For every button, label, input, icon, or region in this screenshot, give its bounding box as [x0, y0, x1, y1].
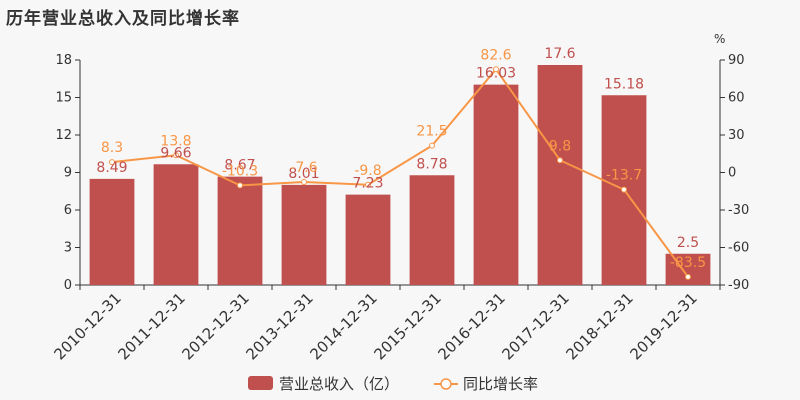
legend-bar-label: 营业总收入（亿） [279, 375, 399, 393]
bar-value-label: 16.03 [476, 66, 516, 82]
left-tick-label: 6 [64, 203, 72, 218]
line-point [301, 179, 307, 185]
line-point [237, 182, 243, 189]
bar-value-label: 8.01 [288, 166, 319, 182]
line-value-label: 21.5 [416, 124, 447, 140]
line-value-label: -7.6 [290, 160, 317, 176]
line-point [621, 186, 627, 193]
right-tick-label: 90 [728, 53, 745, 68]
line-value-label: -13.7 [606, 168, 642, 184]
line-point [493, 66, 499, 73]
bar [409, 175, 455, 285]
x-tick-label: 2011-12-31 [114, 289, 188, 363]
left-tick-label: 0 [64, 278, 72, 293]
x-tick-label: 2014-12-31 [306, 289, 380, 363]
bar [153, 164, 199, 285]
legend-line-marker [440, 378, 452, 390]
left-tick-label: 3 [64, 241, 72, 256]
growth-rate-line [111, 67, 689, 278]
left-tick-label: 15 [55, 91, 72, 106]
bar [281, 184, 327, 285]
line-point [685, 273, 691, 280]
x-tick-label: 2013-12-31 [242, 289, 316, 363]
line-value-label: -9.8 [354, 163, 381, 179]
right-tick-label: 0 [728, 166, 736, 181]
right-axis-unit: % [714, 32, 725, 46]
left-tick-label: 12 [55, 128, 72, 143]
line-value-label: -10.3 [222, 163, 258, 179]
bar [537, 65, 583, 285]
bar-value-label: 8.49 [96, 160, 127, 176]
x-tick-label: 2018-12-31 [562, 289, 636, 363]
right-tick-label: -60 [728, 241, 749, 256]
line-point [557, 157, 563, 164]
bar [345, 194, 391, 285]
bar-value-label: 2.5 [677, 235, 699, 251]
right-tick-label: 60 [728, 91, 745, 106]
x-tick-label: 2017-12-31 [498, 289, 572, 363]
bar-value-label: 9.66 [160, 145, 191, 161]
bar-value-label: 15.18 [604, 76, 644, 92]
right-tick-label: 30 [728, 128, 745, 143]
bar [89, 178, 135, 285]
left-tick-label: 18 [55, 53, 72, 68]
x-tick-label: 2016-12-31 [434, 289, 508, 363]
right-tick-label: -90 [728, 278, 749, 293]
bar-value-label: 8.67 [224, 158, 255, 174]
legend-line-label: 同比增长率 [463, 375, 538, 393]
line-point [365, 181, 371, 188]
legend-bar-swatch [248, 376, 273, 390]
line-value-label: -83.5 [670, 255, 706, 271]
bar [473, 84, 519, 285]
line-point [429, 142, 435, 149]
x-tick-label: 2010-12-31 [50, 289, 124, 363]
bar-value-label: 8.78 [416, 156, 447, 172]
bar-value-label: 17.6 [544, 46, 575, 62]
right-tick-label: -30 [728, 203, 749, 218]
left-tick-label: 9 [64, 166, 72, 181]
line-value-label: 9.8 [549, 138, 571, 154]
bar [217, 176, 263, 285]
x-tick-label: 2019-12-31 [626, 289, 700, 363]
line-value-label: 13.8 [160, 133, 191, 149]
bar-value-label: 7.23 [352, 176, 383, 192]
line-point [173, 152, 179, 159]
line-point [109, 159, 115, 166]
line-value-label: 82.6 [480, 47, 511, 63]
x-tick-label: 2012-12-31 [178, 289, 252, 363]
x-tick-label: 2015-12-31 [370, 289, 444, 363]
line-value-label: 8.3 [101, 140, 123, 156]
chart-title: 历年营业总收入及同比增长率 [6, 9, 240, 29]
